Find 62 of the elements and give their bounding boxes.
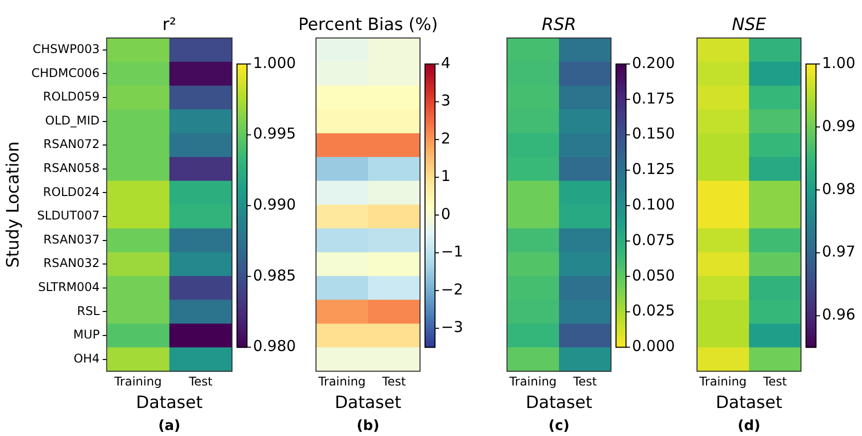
color-bar-label: 0.985 (253, 266, 296, 284)
y-tick-label: RSAN058 (43, 161, 100, 176)
y-tick-label: OLD_MID (45, 113, 100, 128)
y-tick-label: ROLD024 (43, 184, 100, 199)
color-bar-label: 0.050 (632, 266, 675, 284)
y-tick-label: RSAN032 (43, 256, 100, 270)
color-bar-label: 0.075 (632, 230, 675, 249)
text: (c) (548, 418, 570, 434)
x-tick-label: Test (762, 374, 788, 389)
x-axis-title: Dataset (136, 393, 203, 414)
y-tick-label: ROLD059 (43, 90, 100, 104)
color-bar-label: 1.00 (822, 54, 856, 72)
x-tick-label: Training (698, 374, 747, 389)
color-bar-label: 0.96 (822, 306, 856, 324)
x-axis-title: Dataset (334, 393, 402, 414)
x-axis-title: Dataset (716, 393, 783, 414)
x-tick-label: Test (572, 374, 598, 389)
x-axis-title: Dataset (526, 393, 593, 414)
color-bar-label: 2 (441, 129, 451, 148)
color-bar-label: 0.000 (632, 337, 675, 356)
x-tick-label: Training (317, 374, 366, 389)
color-bar-label: 0.125 (632, 160, 675, 178)
color-bar-label: 3 (441, 92, 451, 110)
color-bar-label: 0.150 (632, 124, 675, 143)
y-tick-label: RSAN037 (43, 232, 100, 246)
text: (a) (158, 418, 180, 434)
color-bar-label: 0.995 (253, 124, 296, 143)
color-bar-label: 0.980 (253, 337, 296, 356)
color-bar-label: 0 (441, 204, 451, 223)
color-bar-label: −1 (441, 242, 464, 261)
text: (b) (356, 418, 380, 434)
x-tick-label: Test (188, 374, 213, 389)
color-bar-label: 0.025 (632, 302, 675, 320)
chart-title: NSE (732, 15, 766, 35)
y-tick-label: RSAN072 (43, 137, 100, 152)
color-bar-label: 0.100 (632, 195, 675, 214)
y-tick-label: RSL (77, 304, 100, 318)
y-tick-label: SLTRM004 (38, 280, 100, 294)
x-tick-label: Test (381, 374, 406, 389)
x-tick-label: Training (113, 374, 162, 389)
color-bar-label: 1 (441, 167, 451, 186)
color-bar-label: −2 (441, 280, 464, 298)
color-bar-label: 0.990 (253, 195, 296, 214)
color-bar-label: −3 (441, 318, 464, 336)
y-tick-label: MUP (73, 328, 100, 342)
chart-title: RSR (542, 15, 576, 35)
y-tick-label: CHSWP003 (32, 42, 100, 56)
chart-title: Percent Bias (%) (298, 15, 438, 35)
color-bar-label: 1.000 (253, 54, 296, 72)
chart-title: r² (162, 15, 176, 35)
color-bar-label: 0.175 (632, 89, 675, 108)
y-tick-label: SLDUT007 (37, 208, 100, 223)
color-bar-label: 0.98 (822, 180, 856, 198)
color-bar-label: 0.200 (632, 54, 675, 72)
color-bar-label: 0.99 (822, 116, 856, 135)
text: (d) (738, 418, 760, 434)
y-tick-label: CHDMC006 (31, 66, 100, 80)
y-tick-label: OH4 (74, 351, 100, 366)
y-axis-title: Study Location (4, 141, 24, 268)
color-bar-label: 0.97 (822, 242, 856, 261)
color-bar-label: 4 (441, 54, 451, 72)
x-tick-label: Training (508, 374, 557, 389)
